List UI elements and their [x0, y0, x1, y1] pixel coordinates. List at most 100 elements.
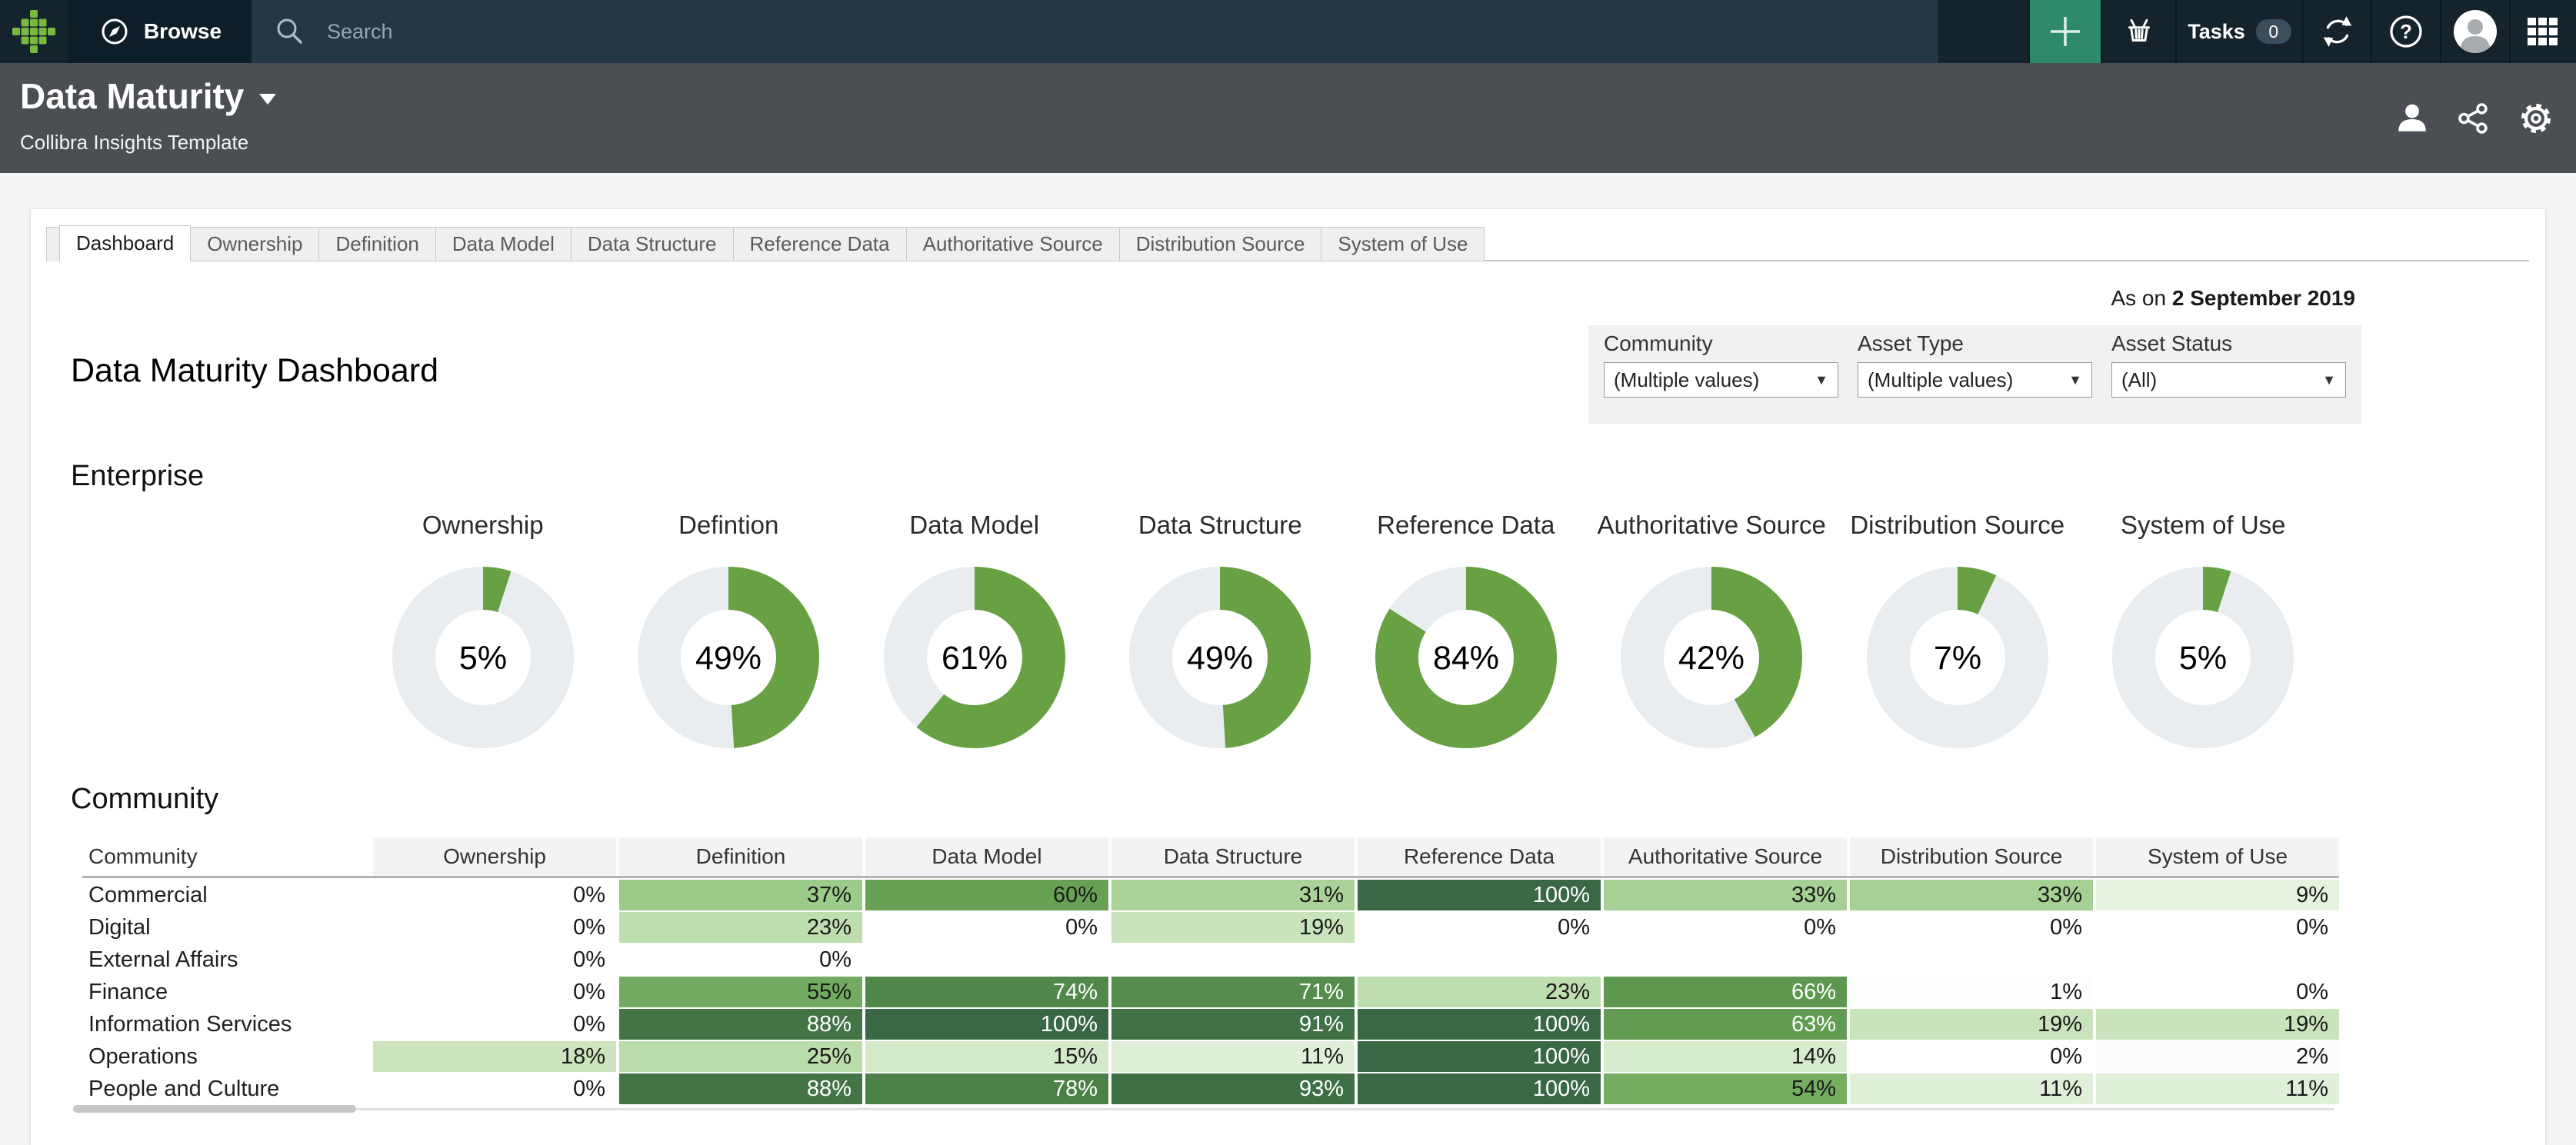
- sync-button[interactable]: [2302, 0, 2371, 63]
- table-cell[interactable]: 0%: [373, 1009, 616, 1040]
- row-label[interactable]: Digital: [82, 912, 370, 943]
- table-cell[interactable]: 1%: [1850, 977, 2093, 1007]
- table-cell[interactable]: 19%: [1111, 912, 1355, 943]
- table-cell[interactable]: 37%: [619, 880, 862, 910]
- table-cell[interactable]: [2096, 944, 2339, 975]
- filter-dropdown-asset-type[interactable]: (Multiple values) ▼: [1858, 362, 2092, 398]
- donut-ownership[interactable]: Ownership 5%: [360, 511, 606, 749]
- shopping-basket-button[interactable]: [2101, 0, 2175, 63]
- table-cell[interactable]: 0%: [373, 944, 616, 975]
- column-header-authoritative-source[interactable]: Authoritative Source: [1604, 837, 1847, 876]
- table-cell[interactable]: 91%: [1111, 1009, 1355, 1040]
- row-label[interactable]: External Affairs: [82, 944, 370, 975]
- table-cell[interactable]: 23%: [1358, 977, 1601, 1007]
- table-cell[interactable]: 0%: [2096, 912, 2339, 943]
- table-cell[interactable]: 15%: [865, 1041, 1108, 1072]
- column-header-distribution-source[interactable]: Distribution Source: [1850, 837, 2093, 876]
- horizontal-scrollbar-track[interactable]: [356, 1108, 2334, 1110]
- table-cell[interactable]: 63%: [1604, 1009, 1847, 1040]
- tasks-button[interactable]: Tasks 0: [2175, 0, 2302, 63]
- table-cell[interactable]: 0%: [373, 1073, 616, 1104]
- tab-system-of-use[interactable]: System of Use: [1321, 227, 1485, 261]
- donut-distribution-source[interactable]: Distribution Source 7%: [1835, 511, 2081, 749]
- table-cell[interactable]: 0%: [1358, 912, 1601, 943]
- table-cell[interactable]: 0%: [1850, 1041, 2093, 1072]
- column-header-community[interactable]: Community: [82, 837, 370, 876]
- table-cell[interactable]: 18%: [373, 1041, 616, 1072]
- table-cell[interactable]: 19%: [1850, 1009, 2093, 1040]
- share-icon[interactable]: [2456, 101, 2491, 136]
- table-cell[interactable]: 33%: [1850, 880, 2093, 910]
- row-label[interactable]: Operations: [82, 1041, 370, 1072]
- tab-dashboard[interactable]: Dashboard: [59, 225, 192, 261]
- donut-data-structure[interactable]: Data Structure 49%: [1098, 511, 1344, 749]
- donut-defintion[interactable]: Defintion 49%: [606, 511, 852, 749]
- collibra-logo[interactable]: [0, 0, 68, 63]
- table-cell[interactable]: 100%: [865, 1009, 1108, 1040]
- table-cell[interactable]: 100%: [1358, 1041, 1601, 1072]
- help-button[interactable]: ?: [2371, 0, 2440, 63]
- table-cell[interactable]: [1111, 944, 1355, 975]
- table-cell[interactable]: [1358, 944, 1601, 975]
- table-cell[interactable]: 71%: [1111, 977, 1355, 1007]
- create-button[interactable]: [2028, 0, 2101, 63]
- table-cell[interactable]: 9%: [2096, 880, 2339, 910]
- column-header-definition[interactable]: Definition: [619, 837, 862, 876]
- donut-data-model[interactable]: Data Model 61%: [851, 511, 1098, 749]
- table-cell[interactable]: 0%: [1604, 912, 1847, 943]
- row-label[interactable]: Finance: [82, 977, 370, 1007]
- table-cell[interactable]: 11%: [2096, 1073, 2339, 1104]
- column-header-data-model[interactable]: Data Model: [865, 837, 1108, 876]
- table-cell[interactable]: 11%: [1111, 1041, 1355, 1072]
- table-cell[interactable]: 100%: [1358, 880, 1601, 910]
- table-cell[interactable]: 2%: [2096, 1041, 2339, 1072]
- browse-button[interactable]: Browse: [68, 0, 252, 63]
- horizontal-scrollbar-thumb[interactable]: [73, 1105, 356, 1113]
- table-cell[interactable]: 0%: [2096, 977, 2339, 1007]
- column-header-data-structure[interactable]: Data Structure: [1111, 837, 1355, 876]
- table-cell[interactable]: 55%: [619, 977, 862, 1007]
- table-cell[interactable]: [865, 944, 1108, 975]
- table-cell[interactable]: 66%: [1604, 977, 1847, 1007]
- table-cell[interactable]: 0%: [373, 977, 616, 1007]
- table-cell[interactable]: 0%: [373, 880, 616, 910]
- tab-data-structure[interactable]: Data Structure: [570, 227, 734, 261]
- table-cell[interactable]: [1850, 944, 2093, 975]
- table-cell[interactable]: 0%: [865, 912, 1108, 943]
- table-cell[interactable]: 93%: [1111, 1073, 1355, 1104]
- table-cell[interactable]: 88%: [619, 1073, 862, 1104]
- gear-icon[interactable]: [2518, 100, 2554, 137]
- app-grid-button[interactable]: [2509, 0, 2573, 63]
- tab-reference-data[interactable]: Reference Data: [732, 227, 907, 261]
- table-cell[interactable]: 100%: [1358, 1073, 1601, 1104]
- tab-authoritative-source[interactable]: Authoritative Source: [905, 227, 1120, 261]
- filter-dropdown-community[interactable]: (Multiple values) ▼: [1604, 362, 1838, 398]
- table-cell[interactable]: 60%: [865, 880, 1108, 910]
- table-cell[interactable]: 0%: [1850, 912, 2093, 943]
- dashboard-title-dropdown[interactable]: Data Maturity: [20, 75, 277, 117]
- user-icon[interactable]: [2394, 101, 2430, 136]
- column-header-system-of-use[interactable]: System of Use: [2096, 837, 2339, 876]
- table-cell[interactable]: 54%: [1604, 1073, 1847, 1104]
- table-cell[interactable]: 33%: [1604, 880, 1847, 910]
- tab-data-model[interactable]: Data Model: [435, 227, 572, 261]
- tab-definition[interactable]: Definition: [318, 227, 436, 261]
- row-label[interactable]: Commercial: [82, 880, 370, 910]
- row-label[interactable]: People and Culture: [82, 1073, 370, 1104]
- table-cell[interactable]: 100%: [1358, 1009, 1601, 1040]
- table-cell[interactable]: 31%: [1111, 880, 1355, 910]
- column-header-ownership[interactable]: Ownership: [373, 837, 616, 876]
- table-cell[interactable]: [1604, 944, 1847, 975]
- table-cell[interactable]: 25%: [619, 1041, 862, 1072]
- table-cell[interactable]: 74%: [865, 977, 1108, 1007]
- tab-distribution-source[interactable]: Distribution Source: [1118, 227, 1322, 261]
- donut-reference-data[interactable]: Reference Data 84%: [1343, 511, 1589, 749]
- row-label[interactable]: Information Services: [82, 1009, 370, 1040]
- table-cell[interactable]: 88%: [619, 1009, 862, 1040]
- global-search-input[interactable]: Search: [252, 0, 1938, 63]
- tab-ownership[interactable]: Ownership: [190, 227, 320, 261]
- table-cell[interactable]: 19%: [2096, 1009, 2339, 1040]
- table-cell[interactable]: 78%: [865, 1073, 1108, 1104]
- table-cell[interactable]: 0%: [373, 912, 616, 943]
- user-avatar-button[interactable]: [2440, 0, 2509, 63]
